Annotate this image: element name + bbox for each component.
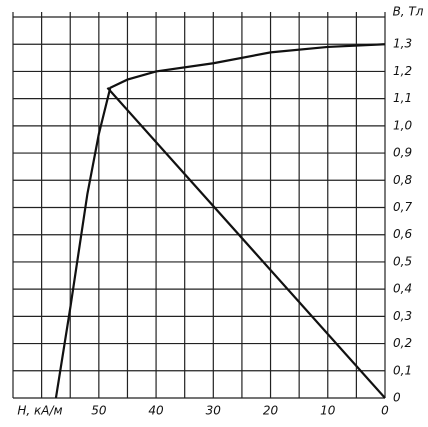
y-tick-label: 0 — [393, 391, 401, 405]
y-tick-label: 0,9 — [393, 146, 412, 160]
y-tick-label: 0,6 — [393, 227, 412, 241]
y-tick-label: 0,1 — [393, 363, 412, 377]
y-tick-label: 0,5 — [393, 254, 412, 268]
y-tick-label: 0,4 — [393, 282, 412, 296]
x-axis-label: H, кА/м — [17, 404, 62, 418]
x-tick-label: 10 — [320, 404, 336, 418]
x-tick-label: 30 — [206, 404, 222, 418]
curve — [54, 43, 386, 399]
x-tick-label: 40 — [148, 404, 164, 418]
y-tick-label: 1,1 — [393, 91, 412, 105]
y-tick-label: 1,0 — [393, 118, 412, 132]
x-tick-label: 0 — [381, 404, 389, 418]
y-tick-label: 0,7 — [393, 200, 412, 214]
y-tick-label: 0,2 — [393, 336, 412, 350]
x-tick-label: 50 — [91, 404, 107, 418]
y-axis-label: B, Тл — [393, 5, 424, 19]
y-tick-label: 1,2 — [393, 64, 412, 78]
y-tick-label: 1,3 — [393, 37, 412, 51]
x-tick-label: 20 — [263, 404, 279, 418]
y-tick-label: 0,3 — [393, 309, 412, 323]
curve — [106, 87, 386, 399]
y-tick-label: 0,8 — [393, 173, 412, 187]
